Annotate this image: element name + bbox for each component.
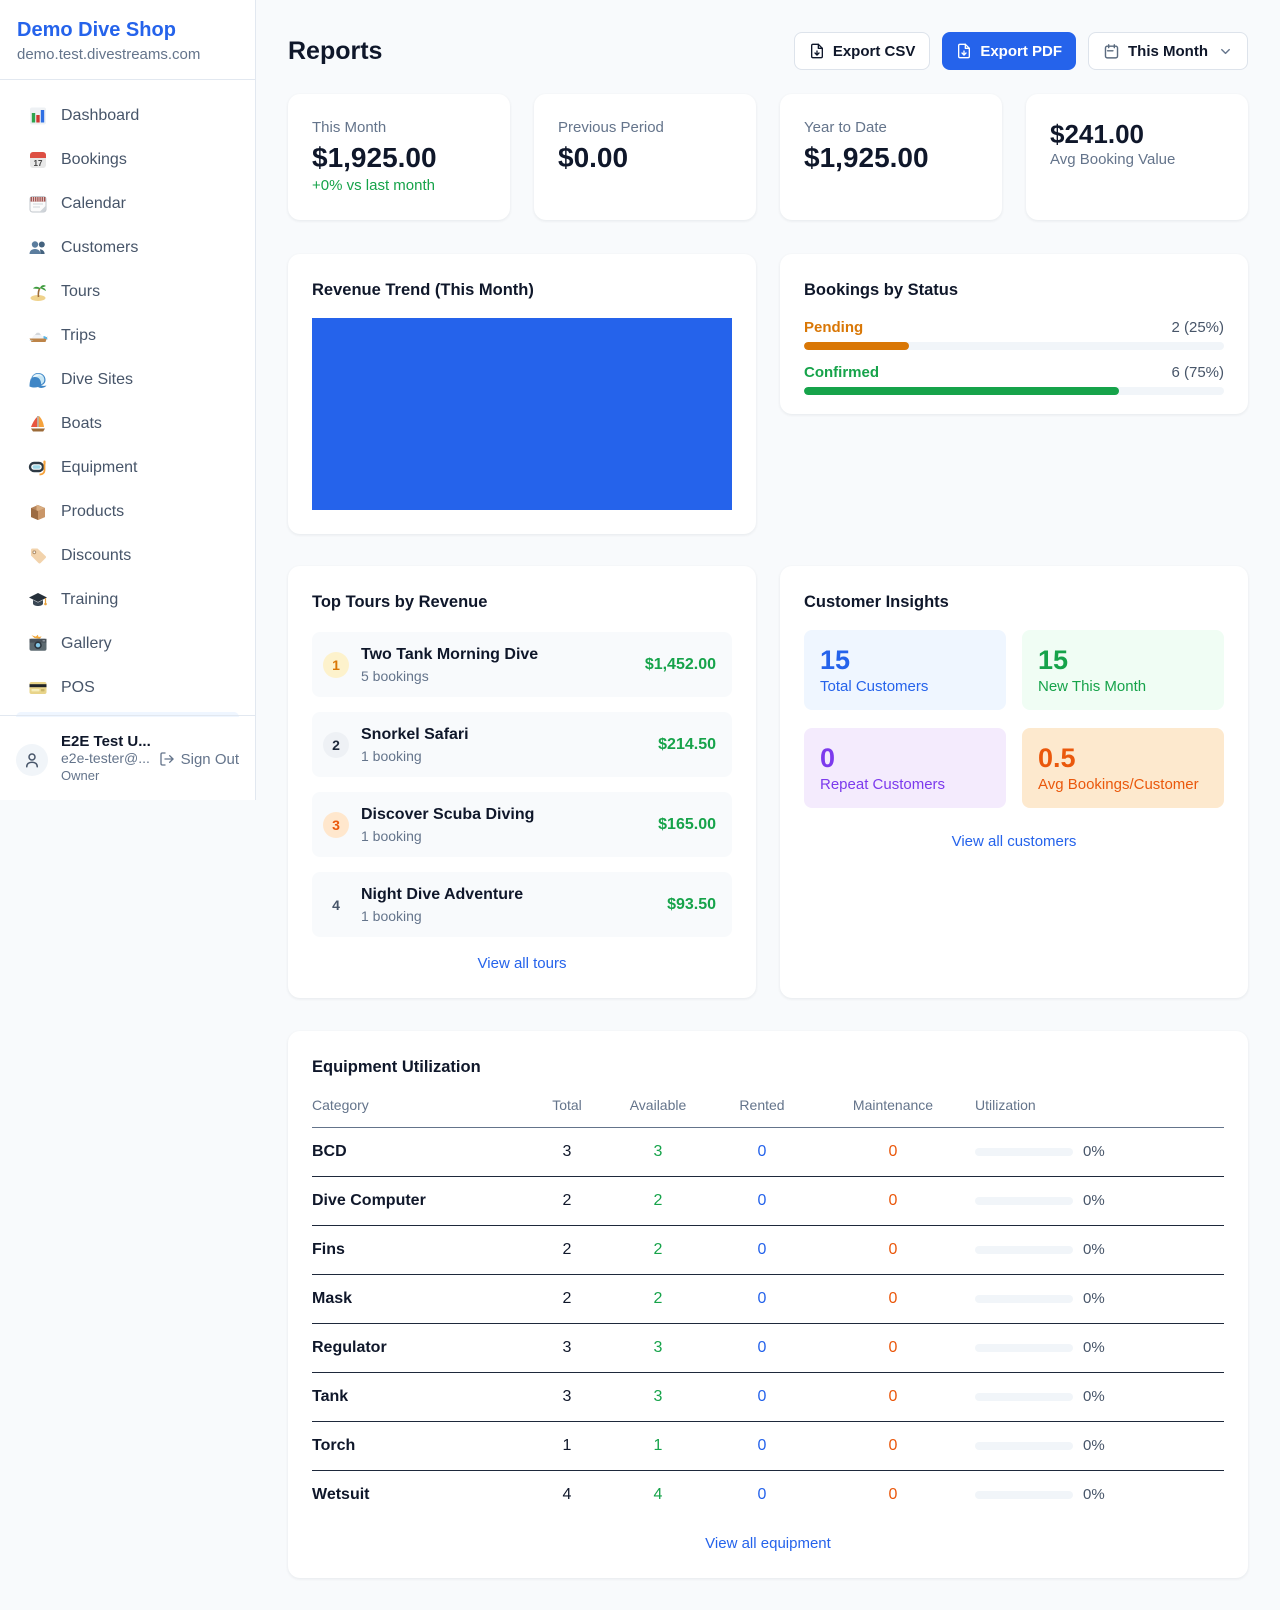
svg-text:17: 17	[34, 159, 43, 168]
